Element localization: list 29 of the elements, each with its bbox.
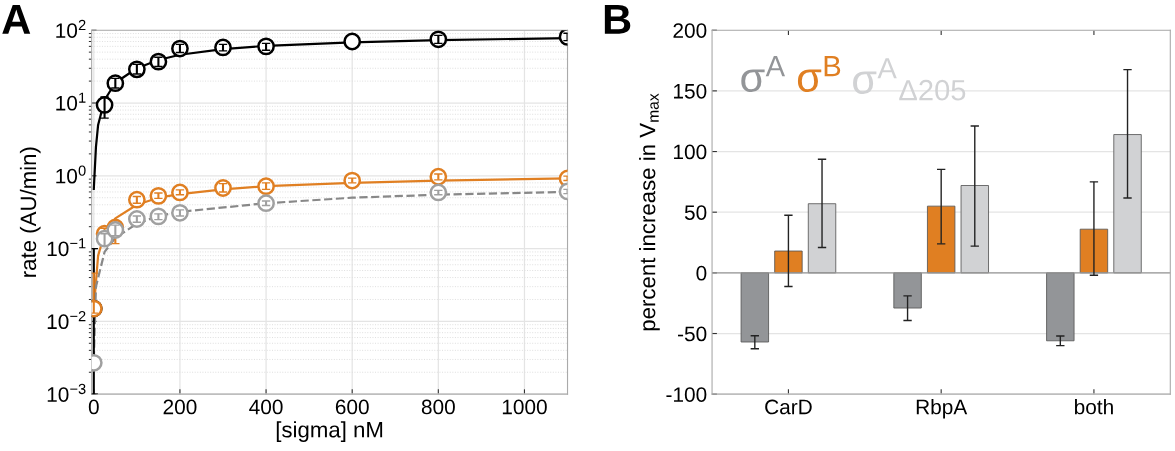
x-tick-label: RbpA — [916, 399, 968, 419]
x-tick-label: 0 — [88, 399, 99, 415]
x-tick-label: 200 — [163, 399, 197, 415]
x-tick-label: 800 — [421, 399, 455, 415]
y-tick-label: 150 — [674, 83, 707, 99]
x-tick-label: 600 — [335, 399, 369, 415]
y-tick-label: -50 — [678, 326, 707, 342]
y-tick-label: 10$^{−2}$ — [47, 311, 86, 330]
y-axis-title: rate (AU/min) — [19, 147, 41, 277]
y-tick-label: 50 — [684, 205, 707, 220]
y-tick-label: 100 — [674, 144, 707, 160]
x-tick-label: both — [1075, 399, 1113, 415]
y-tick-label: -100 — [666, 387, 707, 402]
y-tick-label: 10$^{0}$ — [56, 165, 86, 184]
y-axis-title: percent increase in V$_{max}$ — [639, 93, 660, 331]
y-tick-label: 10$^{−1}$ — [47, 238, 86, 257]
text: B — [604, 5, 631, 34]
text: A — [2, 5, 31, 34]
text: σ$^{A}$ — [741, 56, 786, 92]
text: σ$^{B}$ — [797, 56, 841, 92]
x-tick-label: 400 — [249, 399, 283, 415]
y-tick-label: 10$^{2}$ — [56, 19, 86, 38]
x-tick-label: CarD — [765, 399, 812, 415]
x-tick-label: 1000 — [502, 399, 547, 415]
x-axis-title: [sigma] nM — [276, 421, 383, 442]
y-tick-label: 0 — [696, 265, 707, 281]
y-tick-label: 200 — [673, 23, 707, 38]
y-tick-label: 10$^{−3}$ — [47, 383, 86, 402]
y-tick-label: 10$^{1}$ — [56, 92, 86, 111]
